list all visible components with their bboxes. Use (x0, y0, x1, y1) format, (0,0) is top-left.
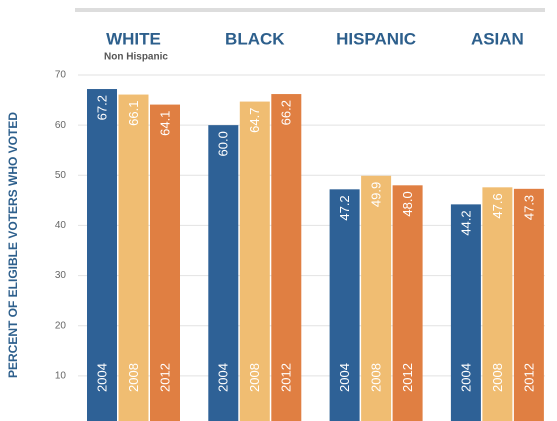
y-tick-label: 20 (55, 320, 67, 331)
value-label: 60.0 (216, 131, 231, 156)
value-label: 47.2 (337, 195, 352, 220)
bar (513, 188, 544, 421)
legend-label: 2012 (279, 363, 294, 392)
bar (329, 189, 360, 421)
bar (271, 94, 302, 421)
bar (239, 101, 270, 421)
value-label: 48.0 (400, 191, 415, 216)
legend-label: 2008 (369, 363, 384, 392)
legend-label: 2012 (521, 363, 536, 392)
y-tick-label: 70 (55, 70, 67, 81)
value-label: 64.1 (157, 111, 172, 136)
bar (450, 204, 481, 421)
legend-label: 2012 (400, 363, 415, 392)
legend-label: 2004 (216, 363, 231, 392)
category-label: BLACK (225, 29, 285, 48)
legend-label: 2004 (94, 363, 109, 392)
value-label: 47.3 (521, 195, 536, 220)
category-label: HISPANIC (336, 29, 416, 48)
legend-label: 2004 (458, 363, 473, 392)
bar (208, 125, 239, 421)
value-label: 47.6 (490, 193, 505, 218)
category-note: Non Hispanic (104, 52, 168, 63)
value-label: 44.2 (458, 210, 473, 235)
bar (361, 175, 392, 421)
y-tick-label: 40 (55, 220, 67, 231)
legend-label: 2004 (337, 363, 352, 392)
legend-label: 2008 (247, 363, 262, 392)
value-label: 66.2 (279, 100, 294, 125)
legend-label: 2008 (490, 363, 505, 392)
bar (118, 94, 149, 421)
y-tick-label: 50 (55, 170, 67, 181)
y-tick-label: 10 (55, 370, 67, 381)
category-label: ASIAN (471, 29, 524, 48)
top-rule (75, 8, 545, 12)
bar (482, 187, 513, 421)
bar (150, 104, 180, 421)
y-tick-label: 30 (55, 270, 67, 281)
category-label: WHITE (106, 29, 161, 48)
value-label: 49.9 (369, 182, 384, 207)
y-tick-label: 60 (55, 120, 67, 131)
value-label: 64.7 (247, 108, 262, 133)
legend-label: 2008 (126, 363, 141, 392)
legend-label: 2012 (157, 363, 172, 392)
value-label: 66.1 (126, 101, 141, 126)
bar (87, 89, 117, 421)
bar (392, 185, 423, 421)
value-label: 67.2 (94, 95, 109, 120)
y-axis-label: PERCENT OF ELIGIBLE VOTERS WHO VOTED (6, 112, 20, 378)
